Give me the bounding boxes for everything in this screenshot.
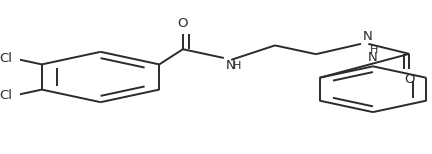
Text: O: O bbox=[178, 17, 188, 30]
Text: N: N bbox=[363, 30, 373, 43]
Text: O: O bbox=[404, 73, 415, 86]
Text: H: H bbox=[233, 61, 241, 71]
Text: N: N bbox=[226, 59, 235, 72]
Text: N: N bbox=[368, 51, 378, 64]
Text: Cl: Cl bbox=[0, 52, 12, 65]
Text: H: H bbox=[370, 45, 378, 55]
Text: Cl: Cl bbox=[0, 89, 12, 102]
